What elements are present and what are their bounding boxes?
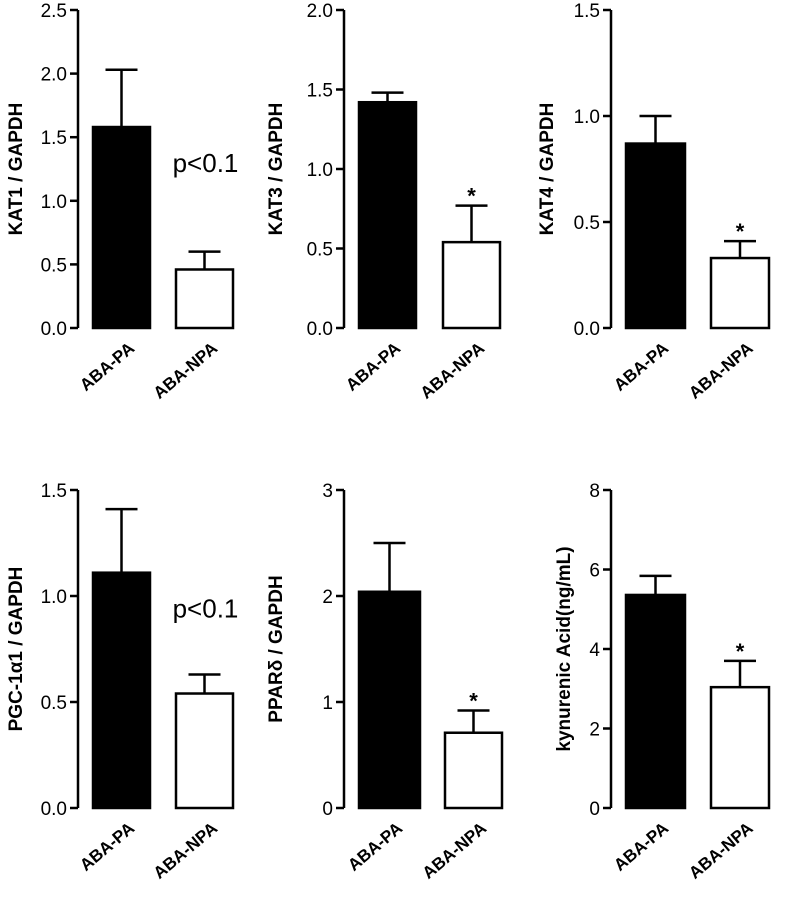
bar-aba-pa	[357, 100, 418, 330]
y-tick-label: 0.0	[574, 319, 600, 340]
y-axis-title: KAT3 / GAPDH	[266, 103, 287, 236]
category-label: ABA-PA	[76, 339, 138, 395]
y-tick-label: 3	[322, 481, 333, 502]
bar-aba-npa	[174, 268, 235, 330]
significance-marker: *	[736, 639, 745, 664]
significance-marker: *	[467, 184, 476, 209]
bar-aba-pa	[357, 590, 422, 810]
y-tick-label: 1.0	[41, 587, 67, 608]
significance-marker: *	[469, 688, 478, 713]
category-label: ABA-NPA	[150, 339, 221, 403]
y-tick-label: 0.0	[41, 319, 67, 340]
y-axis-title: PPARδ / GAPDH	[266, 575, 287, 722]
y-tick-label: 1.0	[41, 192, 67, 213]
category-label: ABA-PA	[610, 339, 672, 395]
y-tick-label: 6	[589, 561, 600, 582]
category-label: ABA-NPA	[417, 339, 488, 403]
y-tick-label: 0.0	[307, 319, 333, 340]
p-value-annotation: p<0.1	[173, 148, 239, 178]
bar-aba-pa	[624, 593, 687, 810]
y-tick-label: 0	[589, 799, 600, 820]
y-tick-label: 1.5	[41, 128, 67, 149]
y-tick-label: 1.5	[307, 81, 333, 102]
y-tick-label: 1.0	[574, 107, 600, 128]
y-tick-label: 0.5	[41, 255, 67, 276]
y-axis-title: PGC-1α1 / GAPDH	[6, 567, 27, 732]
bar-aba-pa	[624, 142, 687, 330]
category-label: ABA-NPA	[685, 819, 756, 883]
y-tick-label: 0.5	[307, 240, 333, 261]
y-axis-title: KAT4 / GAPDH	[537, 103, 558, 236]
bar-aba-npa	[441, 240, 502, 330]
category-label: ABA-PA	[610, 819, 672, 875]
y-tick-label: 1.5	[574, 1, 600, 22]
y-tick-label: 1.0	[307, 160, 333, 181]
category-label: ABA-NPA	[150, 819, 221, 883]
bar-aba-npa	[174, 692, 235, 810]
y-tick-label: 0.5	[41, 693, 67, 714]
y-tick-label: 8	[589, 481, 600, 502]
y-tick-label: 0.5	[574, 213, 600, 234]
y-tick-label: 0	[322, 799, 333, 820]
y-axis-title: kynurenic Acid(ng/mL)	[554, 546, 575, 751]
bar-aba-pa	[91, 125, 152, 330]
y-axis-title: KAT1 / GAPDH	[6, 103, 27, 236]
bar-aba-npa	[709, 256, 771, 330]
category-label: ABA-NPA	[685, 339, 756, 403]
y-tick-label: 2.5	[41, 1, 67, 22]
category-label: ABA-PA	[344, 819, 406, 875]
category-label: ABA-NPA	[419, 819, 490, 883]
y-tick-label: 0.0	[41, 799, 67, 820]
category-label: ABA-PA	[342, 339, 404, 395]
y-tick-label: 4	[589, 640, 600, 661]
bar-aba-npa	[709, 685, 771, 810]
y-tick-label: 1	[322, 693, 333, 714]
bar-aba-npa	[443, 731, 504, 810]
y-tick-label: 1.5	[41, 481, 67, 502]
bar-aba-pa	[91, 571, 152, 810]
category-label: ABA-PA	[76, 819, 138, 875]
y-tick-label: 2.0	[307, 1, 333, 22]
y-tick-label: 2	[322, 587, 333, 608]
y-tick-label: 2	[589, 720, 600, 741]
p-value-annotation: p<0.1	[173, 594, 239, 624]
significance-marker: *	[736, 219, 745, 244]
y-tick-label: 2.0	[41, 65, 67, 86]
